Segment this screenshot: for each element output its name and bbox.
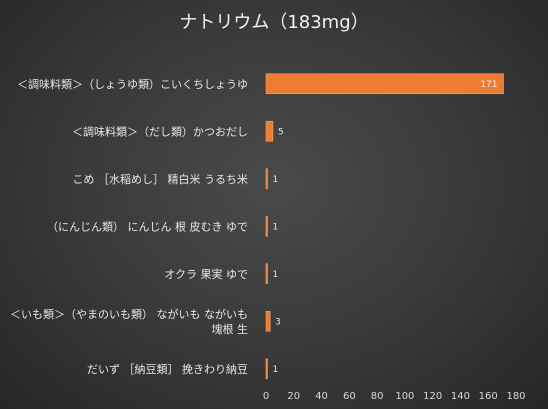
category-label: こめ ［水稲めし］ 精白米 うるち米: [73, 172, 249, 186]
data-label: 5: [278, 127, 284, 137]
x-tick-label: 60: [343, 391, 356, 402]
x-tick-label: 140: [451, 391, 470, 402]
data-label: 1: [273, 175, 279, 185]
data-label: 3: [275, 317, 281, 327]
bar: [265, 310, 271, 332]
bar: [265, 120, 274, 142]
category-label: ＜いも類＞（やまのいも類） ながいも ながいも: [10, 307, 248, 321]
bar: [265, 168, 268, 190]
x-tick-label: 160: [479, 391, 498, 402]
category-label: （にんじん類） にんじん 根 皮むき ゆで: [47, 219, 248, 233]
chart-title: ナトリウム（183mg）: [179, 12, 369, 33]
category-label: ＜調味料類＞（しょうゆ類）こいくちしょうゆ: [17, 77, 248, 91]
x-tick-label: 100: [395, 391, 414, 402]
x-tick-label: 0: [263, 391, 269, 402]
data-label: 171: [480, 80, 497, 90]
data-label: 1: [273, 222, 279, 232]
data-label: 1: [273, 270, 279, 280]
bar: [265, 73, 504, 95]
x-tick-label: 80: [371, 391, 384, 402]
bar: [265, 358, 268, 380]
x-tick-label: 40: [315, 391, 328, 402]
x-tick-label: 180: [506, 391, 525, 402]
bar: [265, 263, 268, 285]
bar: [265, 215, 268, 237]
category-label: オクラ 果実 ゆで: [164, 267, 248, 281]
category-label: 塊根 生: [212, 322, 249, 336]
x-tick-label: 20: [287, 391, 300, 402]
data-label: 1: [273, 365, 279, 375]
category-label: だいず ［納豆類］ 挽きわり納豆: [87, 362, 248, 376]
category-label: ＜調味料類＞（だし類）かつおだし: [72, 124, 248, 138]
x-tick-label: 120: [423, 391, 442, 402]
